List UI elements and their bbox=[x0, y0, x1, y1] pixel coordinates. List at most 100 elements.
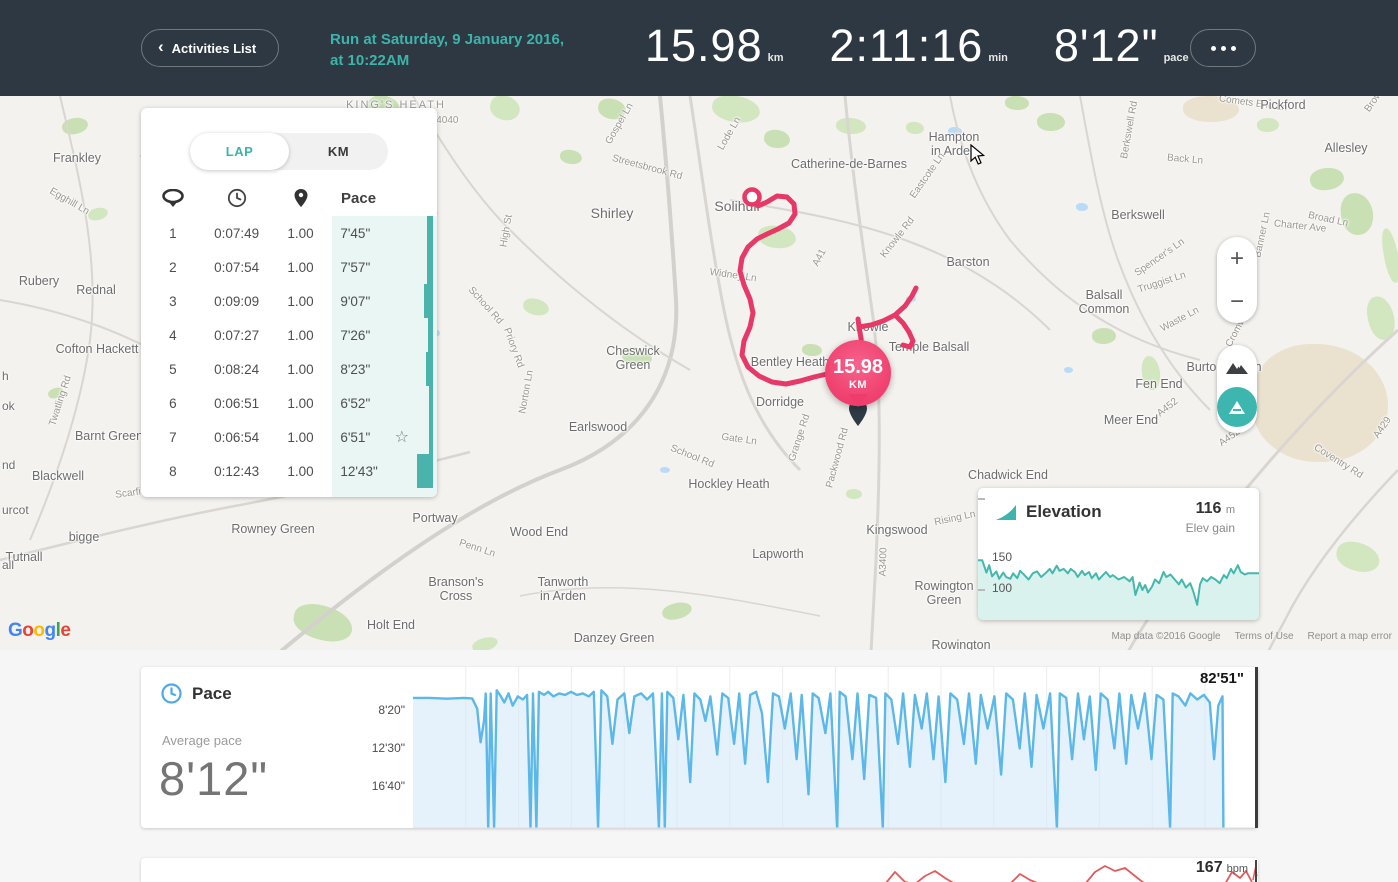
lap-pace: 7'45" bbox=[332, 216, 437, 250]
stat-unit: km bbox=[767, 52, 784, 64]
lap-row[interactable]: 6 0:06:51 1.00 6'52" bbox=[141, 386, 437, 420]
lap-number: 8 bbox=[169, 463, 177, 479]
map-label: Allesley bbox=[1324, 141, 1368, 155]
pace-clock-icon bbox=[161, 683, 182, 704]
map-label: Tanworth in Arden bbox=[537, 575, 589, 603]
built-area bbox=[1183, 96, 1239, 122]
lap-number: 2 bbox=[169, 259, 177, 275]
lap-pace-bar bbox=[417, 454, 434, 488]
heart-rate-unit: bpm bbox=[1226, 863, 1248, 875]
lap-row[interactable]: 1 0:07:49 1.00 7'45" bbox=[141, 216, 437, 250]
distance-marker-unit: KM bbox=[848, 378, 868, 391]
lap-row[interactable]: 4 0:07:27 1.00 7'26" bbox=[141, 318, 437, 352]
run-route bbox=[737, 187, 919, 387]
report-map-error-link[interactable]: Report a map error bbox=[1307, 631, 1392, 642]
map-label: Branson's Cross bbox=[428, 575, 484, 603]
activities-list-button[interactable]: ‹ Activities List bbox=[141, 29, 280, 67]
heart-rate-value: 167 bbox=[1195, 859, 1223, 876]
lap-row[interactable]: 7 0:06:54 1.00 6'51" ☆ bbox=[141, 420, 437, 454]
map-label: Meer End bbox=[1103, 413, 1159, 427]
activity-title-line1: Run at Saturday, 9 January 2016, bbox=[330, 31, 564, 48]
lap-row[interactable]: 2 0:07:54 1.00 7'57" bbox=[141, 250, 437, 284]
water-area bbox=[660, 467, 670, 473]
map-label: bigge bbox=[68, 530, 100, 544]
lap-pace-bar bbox=[429, 386, 434, 420]
map-data-credit: Map data ©2016 Google bbox=[1111, 631, 1221, 642]
mountain-icon bbox=[1229, 401, 1245, 414]
elevation-ytick-150: 150 bbox=[992, 550, 1013, 564]
elevation-header: Elevation bbox=[996, 502, 1102, 522]
map-label: Cofton Hackett bbox=[55, 342, 139, 356]
map-label: A4040 bbox=[429, 115, 459, 126]
tab-km[interactable]: KM bbox=[327, 144, 350, 159]
lap-distance: 1.00 bbox=[287, 429, 314, 445]
pace-column-background bbox=[332, 216, 437, 497]
lap-row[interactable]: 5 0:08:24 1.00 8'23" bbox=[141, 352, 437, 386]
distance-marker[interactable]: 15.98 KM bbox=[825, 340, 891, 407]
stat-value: 15.98 bbox=[645, 20, 763, 71]
lap-time: 0:07:49 bbox=[214, 225, 260, 241]
lap-pace-value: 7'57" bbox=[340, 259, 371, 275]
lap-pace-value: 7'26" bbox=[340, 327, 371, 343]
header: ‹ Activities List Run at Saturday, 9 Jan… bbox=[0, 0, 1398, 96]
lap-time: 0:08:24 bbox=[214, 361, 260, 377]
lap-number: 6 bbox=[169, 395, 177, 411]
terrain-icon[interactable] bbox=[1225, 357, 1249, 375]
terms-of-use-link[interactable]: Terms of Use bbox=[1234, 631, 1294, 642]
activities-list-label: Activities List bbox=[171, 40, 257, 56]
lap-pace-bar bbox=[427, 216, 434, 250]
map-label: Fen End bbox=[1135, 377, 1183, 391]
lap-time: 0:09:09 bbox=[214, 293, 260, 309]
lap-row[interactable]: 3 0:09:09 1.00 9'07" bbox=[141, 284, 437, 318]
map-label: Hampton in Arden bbox=[928, 130, 980, 158]
more-options-button[interactable] bbox=[1190, 29, 1256, 67]
lap-pace-value: 6'52" bbox=[340, 395, 371, 411]
elevation-view-button[interactable] bbox=[1217, 387, 1257, 427]
map-label: Bentley Heath bbox=[750, 355, 830, 369]
water-area bbox=[1076, 203, 1088, 211]
pace-header: Pace bbox=[161, 683, 232, 704]
pace-chart[interactable] bbox=[413, 667, 1258, 828]
zoom-out-button[interactable]: − bbox=[1229, 287, 1244, 315]
lap-pace-value: 9'07" bbox=[340, 293, 371, 309]
lap-row[interactable]: 8 0:12:43 1.00 12'43" bbox=[141, 454, 437, 488]
lap-number: 3 bbox=[169, 293, 177, 309]
lap-distance: 1.00 bbox=[287, 225, 314, 241]
pace-max-label: 82'51" bbox=[1199, 670, 1244, 687]
map-label: h bbox=[2, 369, 9, 383]
lap-icon bbox=[141, 188, 205, 208]
google-logo-letter: l bbox=[55, 620, 61, 641]
stat-value: 8'12" bbox=[1053, 20, 1159, 71]
lap-number: 7 bbox=[169, 429, 177, 445]
lap-number: 5 bbox=[169, 361, 177, 377]
stat-unit: pace bbox=[1163, 52, 1189, 64]
pace-title: Pace bbox=[192, 683, 232, 703]
map-label: Portway bbox=[412, 511, 458, 525]
map-label: nd bbox=[2, 458, 16, 472]
heart-rate-label: 167 bpm bbox=[1196, 859, 1248, 877]
back-chevron-icon: ‹ bbox=[158, 37, 164, 56]
lap-distance: 1.00 bbox=[287, 361, 314, 377]
map-attribution: Map data ©2016 Google Terms of Use Repor… bbox=[1111, 631, 1392, 642]
water-area bbox=[1064, 367, 1073, 373]
tab-lap[interactable]: LAP bbox=[190, 133, 289, 170]
lap-time: 0:07:54 bbox=[214, 259, 260, 275]
lap-pace-value: 6'51" bbox=[340, 429, 371, 445]
lap-pace: 12'43" bbox=[332, 454, 437, 488]
lap-distance: 1.00 bbox=[287, 327, 314, 343]
map-label: Tutnall bbox=[5, 550, 43, 564]
activity-title-line2: at 10:22AM bbox=[330, 52, 410, 69]
google-logo[interactable]: Google bbox=[8, 620, 71, 642]
stat-value: 2:11:16 bbox=[829, 20, 984, 71]
average-pace-label: Average pace bbox=[162, 733, 242, 748]
map-label: Cheswick Green bbox=[606, 344, 660, 372]
map-label: Danzey Green bbox=[573, 631, 655, 645]
lap-pace-value: 8'23" bbox=[340, 361, 371, 377]
lap-pace-value: 12'43" bbox=[340, 463, 378, 479]
lap-distance: 1.00 bbox=[287, 395, 314, 411]
elevation-gain-label: Elev gain bbox=[1185, 521, 1235, 535]
zoom-in-button[interactable]: + bbox=[1229, 244, 1244, 272]
elevation-card: Elevation 116 m Elev gain 150 100 bbox=[978, 488, 1259, 620]
map-label: Rowington Green bbox=[914, 579, 974, 607]
